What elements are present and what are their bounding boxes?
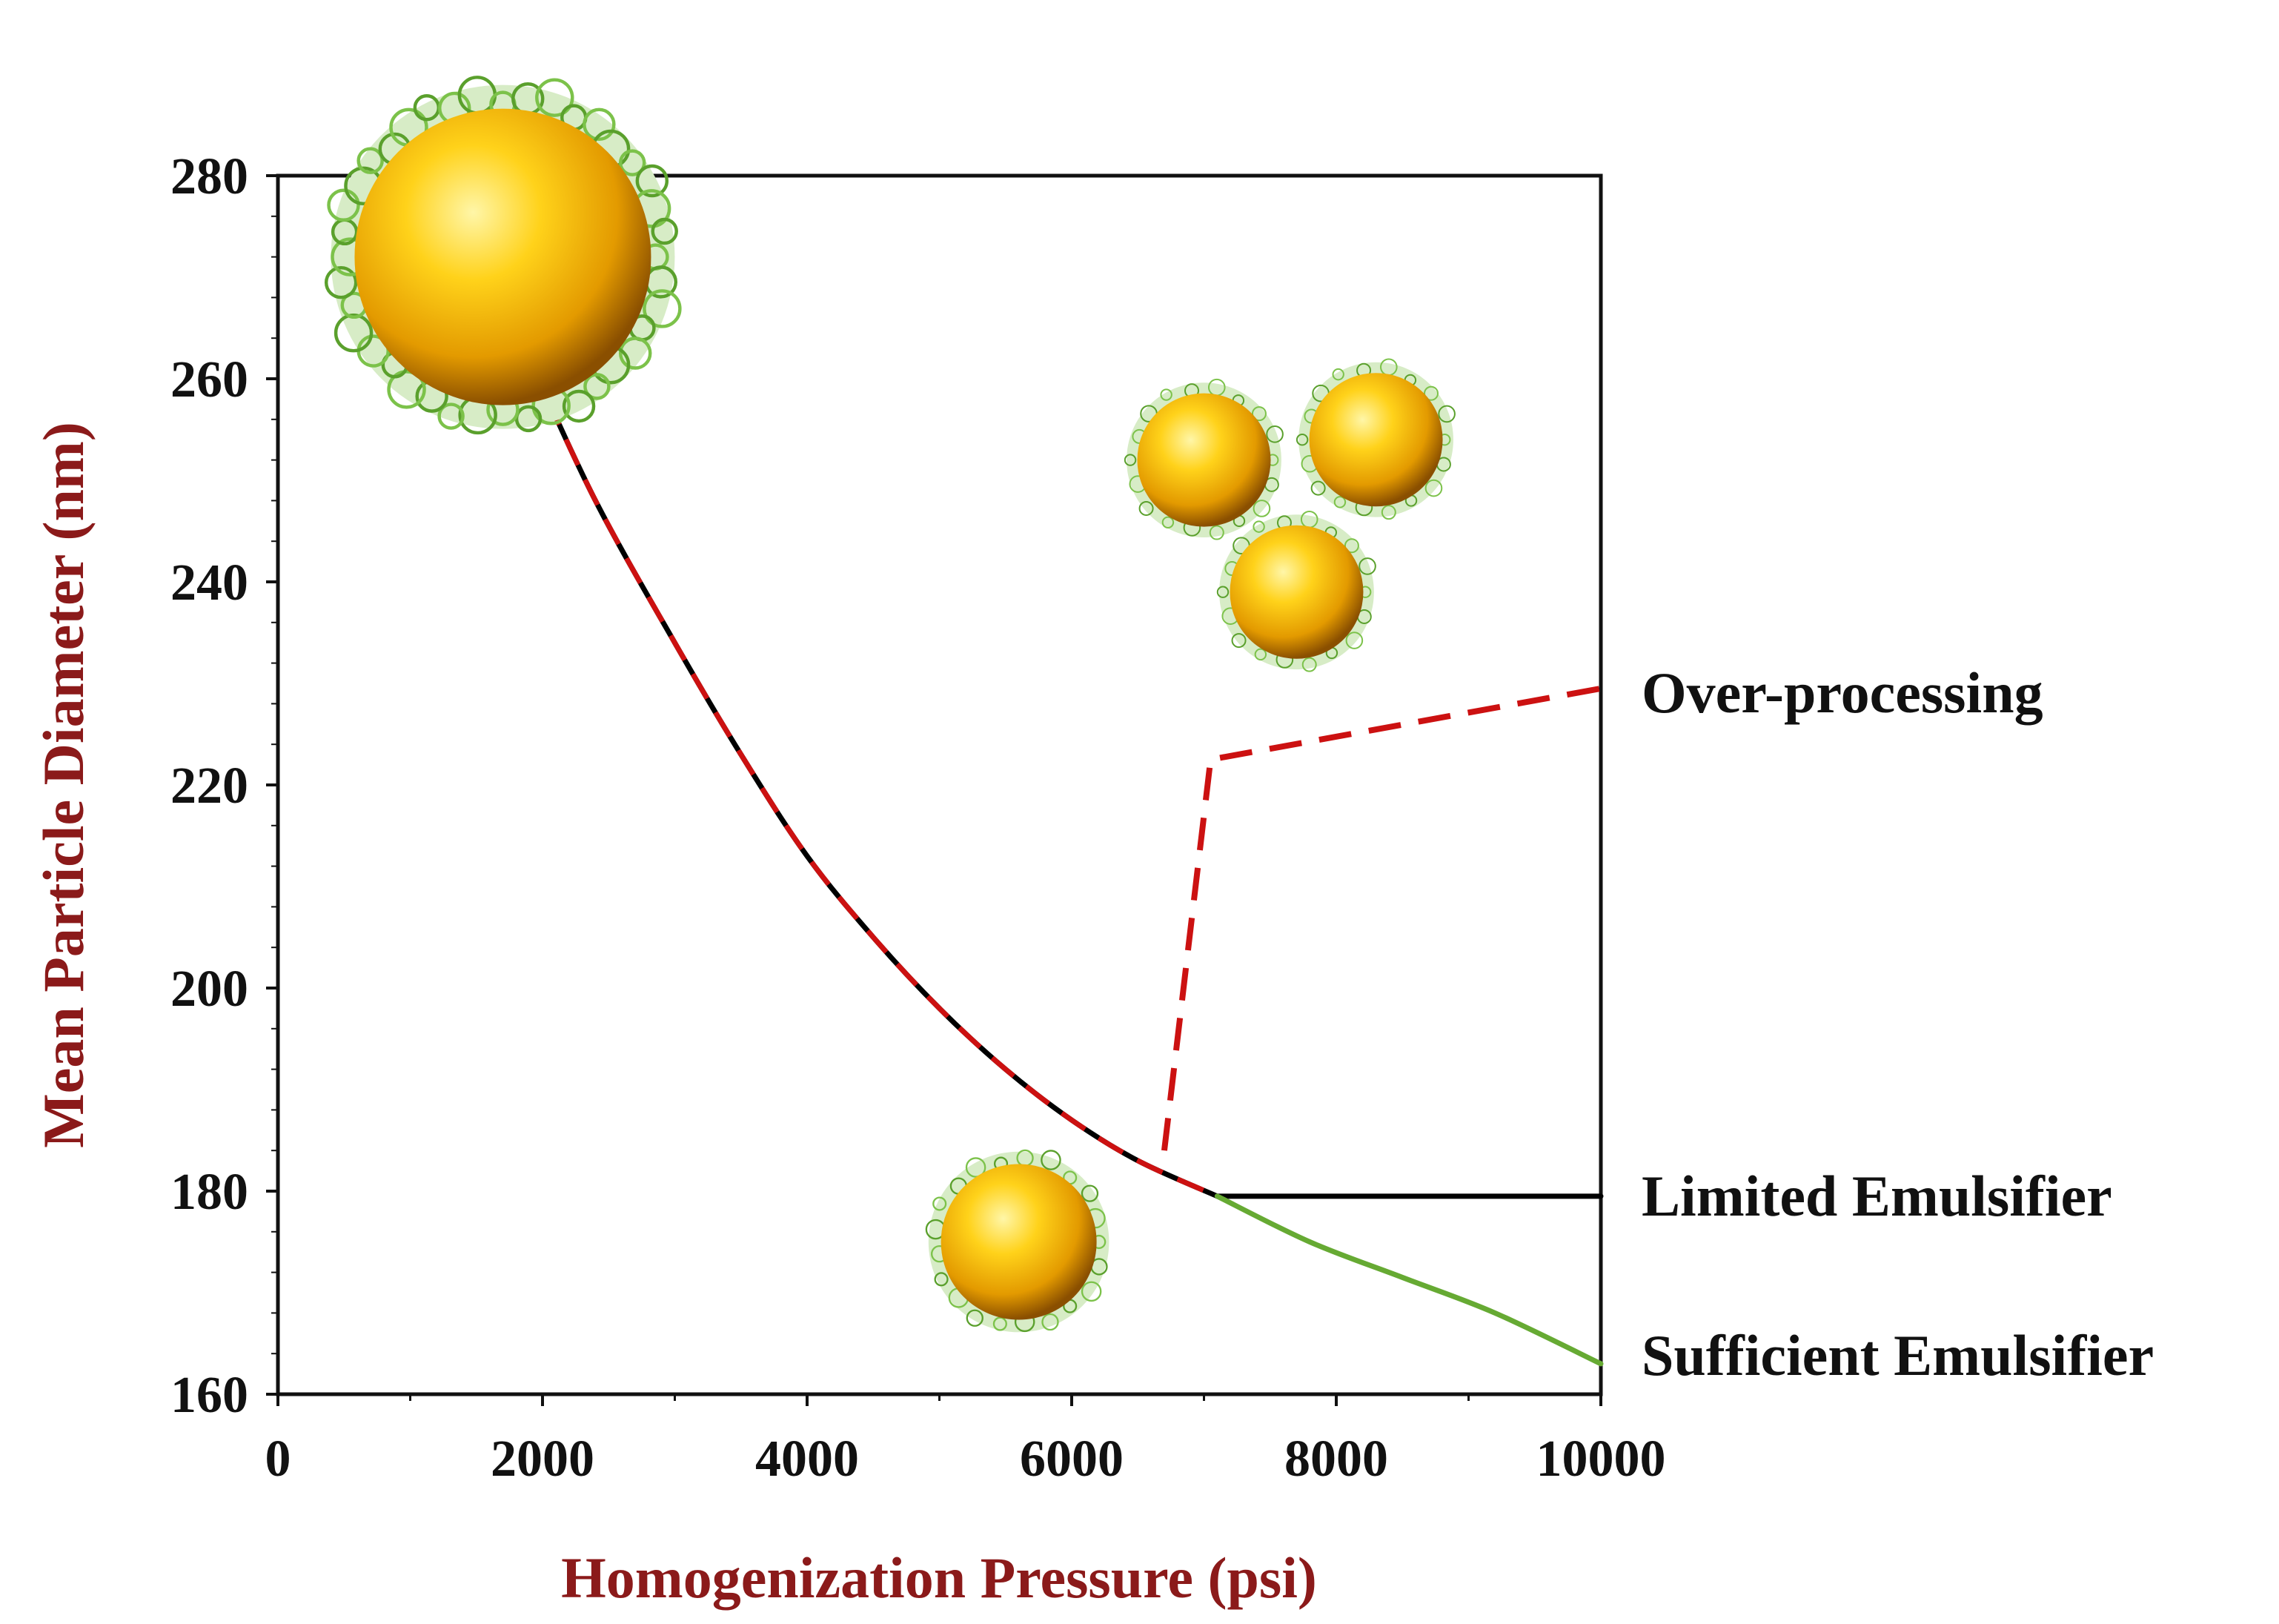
emulsifier-loop xyxy=(1254,648,1267,661)
emulsifier-loop xyxy=(1301,657,1317,672)
x-tick-label: 6000 xyxy=(1020,1431,1124,1488)
emulsifier-loop xyxy=(1296,434,1309,446)
x-tick-label: 2000 xyxy=(491,1431,594,1488)
y-tick-label: 280 xyxy=(170,148,248,205)
x-tick-label: 4000 xyxy=(755,1431,859,1488)
y-tick-label: 160 xyxy=(170,1367,248,1424)
emulsifier-loop xyxy=(934,1272,949,1287)
emulsifier-loop xyxy=(1333,496,1347,508)
emulsifier-loop xyxy=(1310,480,1326,496)
y-tick-label: 260 xyxy=(170,351,248,408)
emulsifier-loop xyxy=(1124,454,1137,466)
emulsifier-loop xyxy=(583,107,616,142)
particle-core xyxy=(354,108,651,405)
emulsifier-loop xyxy=(327,188,360,222)
series-line-over-processing xyxy=(1161,685,1602,1151)
particle-core xyxy=(1137,393,1271,527)
emulsifier-loop xyxy=(437,402,465,430)
emulsifier-loop xyxy=(618,149,646,176)
emulsifier-loop xyxy=(1344,538,1359,554)
emulsifier-loop xyxy=(1424,385,1439,401)
y-tick-label: 220 xyxy=(170,758,248,815)
emulsifier-loop xyxy=(651,217,678,245)
x-tick-label: 8000 xyxy=(1284,1431,1388,1488)
emulsifier-loop xyxy=(1081,1184,1099,1202)
emulsifier-loop xyxy=(356,147,384,174)
x-tick-label: 10000 xyxy=(1536,1431,1666,1488)
annotation-over-processing: Over-processing xyxy=(1642,660,2043,725)
cluster-particle-bottom-icon xyxy=(1216,510,1376,672)
emulsifier-loop xyxy=(1253,500,1271,517)
annotation-sufficient-emulsifier: Sufficient Emulsifier xyxy=(1642,1323,2154,1388)
emulsifier-loop xyxy=(1345,632,1364,649)
emulsifier-loop xyxy=(1424,479,1443,497)
emulsifier-loop xyxy=(992,1316,1007,1331)
series-line-0 xyxy=(526,356,1220,1199)
emulsifier-loop xyxy=(1161,516,1175,528)
axis-ticks: 0 2000 4000 6000 8000 10000 160 180 200 220 240 260… xyxy=(170,148,1666,1488)
particle-illustrations xyxy=(324,76,1456,1333)
cluster-particle-left-icon xyxy=(1124,378,1284,540)
emulsifier-loop xyxy=(583,373,611,400)
series-layer xyxy=(526,356,1604,1367)
x-axis-title: Homogenization Pressure (psi) xyxy=(561,1545,1317,1610)
emulsifier-loop xyxy=(1253,520,1265,533)
emulsifier-loop xyxy=(966,1309,983,1327)
emulsifier-loop xyxy=(535,78,574,117)
emulsifier-loop xyxy=(965,1157,986,1178)
y-tick-label: 200 xyxy=(170,961,248,1018)
emulsifier-loop xyxy=(1041,1150,1061,1170)
emulsifier-loop xyxy=(635,164,669,198)
particle-core xyxy=(941,1164,1097,1320)
y-tick-label: 240 xyxy=(170,554,248,612)
single-particle-icon xyxy=(925,1149,1109,1333)
emulsifier-loop xyxy=(1332,368,1344,381)
emulsifier-loop xyxy=(1359,557,1376,575)
emulsifier-loop xyxy=(514,405,543,433)
series-line-red-overlay xyxy=(526,357,1218,1199)
emulsifier-loop xyxy=(1160,388,1172,401)
series-line-2 xyxy=(1214,1193,1604,1367)
emulsifier-loop xyxy=(1138,500,1154,516)
cluster-particle-right-icon xyxy=(1296,358,1456,520)
emulsifier-loop xyxy=(1231,633,1247,649)
particle-core xyxy=(1230,525,1364,659)
y-axis-title: Mean Particle Diameter (nm) xyxy=(31,422,96,1148)
emulsifier-loop xyxy=(1251,406,1267,422)
emulsifier-loop xyxy=(1381,505,1396,520)
particle-core xyxy=(1309,373,1443,507)
emulsifier-loop xyxy=(1081,1281,1102,1302)
emulsifier-loop xyxy=(932,1196,947,1211)
large-particle-icon xyxy=(324,76,682,435)
emulsifier-loop xyxy=(643,289,682,328)
emulsifier-loop xyxy=(1438,405,1456,423)
emulsifier-loop xyxy=(1266,425,1284,443)
emulsifier-loop xyxy=(334,313,374,353)
emulsifier-loop xyxy=(1216,586,1230,598)
y-tick-label: 180 xyxy=(170,1164,248,1221)
emulsifier-loop xyxy=(1209,525,1224,540)
emulsifier-loop xyxy=(324,265,358,299)
emulsifier-loop xyxy=(619,337,652,370)
emulsifier-loop xyxy=(1041,1313,1059,1331)
annotation-limited-emulsifier: Limited Emulsifier xyxy=(1642,1164,2112,1228)
emulsifier-loop xyxy=(562,389,596,423)
x-tick-label: 0 xyxy=(265,1431,291,1488)
